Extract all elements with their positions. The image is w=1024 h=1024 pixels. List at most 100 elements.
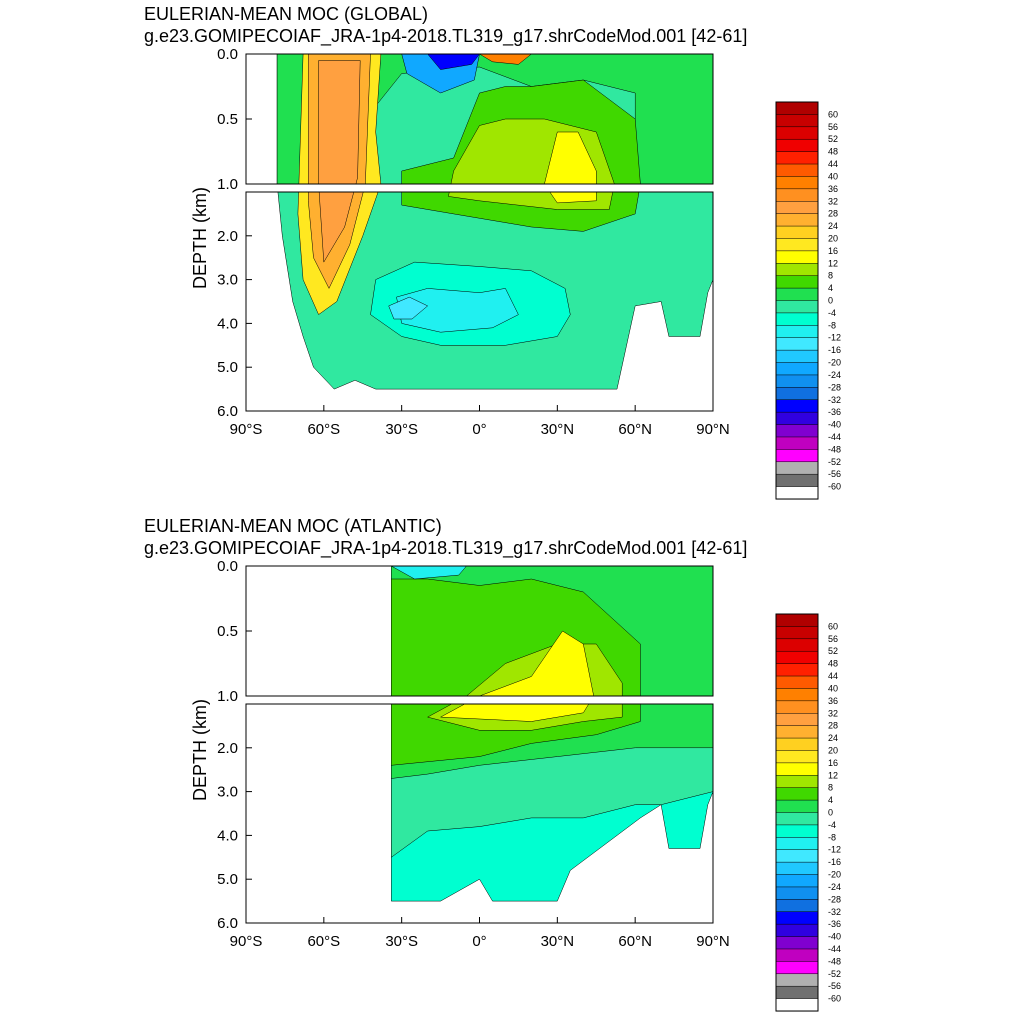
colorbar-label: -24 — [828, 370, 841, 380]
colorbar-swatch — [775, 936, 819, 950]
colorbar-label: -28 — [828, 894, 841, 904]
colorbar-swatch — [775, 663, 819, 677]
x-tick-label: 60°N — [618, 933, 652, 950]
colorbar-label: -16 — [828, 857, 841, 867]
contour-region — [388, 296, 429, 320]
y-tick-label: 0.5 — [217, 623, 238, 640]
colorbar-swatch — [775, 613, 819, 627]
colorbar-swatch — [775, 176, 819, 190]
colorbar-label: 56 — [828, 122, 838, 132]
colorbar-label: 20 — [828, 234, 838, 244]
colorbar-swatch — [775, 238, 819, 252]
colorbar-swatch — [775, 114, 819, 128]
colorbar-swatch — [775, 250, 819, 264]
y-tick-label: 0.5 — [217, 111, 238, 128]
colorbar-label: 8 — [828, 783, 833, 793]
colorbar-swatch — [775, 362, 819, 376]
contour-region — [396, 288, 519, 333]
colorbar-swatch — [775, 424, 819, 438]
colorbar-label: 16 — [828, 246, 838, 256]
y-tick-label: 6.0 — [217, 403, 238, 420]
chart-title: EULERIAN-MEAN MOC (GLOBAL) — [144, 4, 429, 24]
x-tick-label: 90°S — [230, 933, 263, 950]
y-axis-label: DEPTH (km) — [190, 187, 210, 289]
colorbar-swatch — [775, 387, 819, 401]
x-tick-label: 90°N — [696, 421, 730, 438]
colorbar-swatch — [775, 799, 819, 814]
colorbar-swatch — [775, 374, 819, 388]
colorbar-label: -36 — [828, 407, 841, 417]
colorbar-swatch — [775, 812, 819, 826]
colorbar-swatch — [775, 486, 819, 500]
axis-break — [244, 696, 715, 704]
colorbar-label: 4 — [828, 283, 833, 293]
colorbar-label: -32 — [828, 907, 841, 917]
colorbar-label: 44 — [828, 671, 838, 681]
colorbar-label: 32 — [828, 708, 838, 718]
y-tick-label: 3.0 — [217, 272, 238, 289]
colorbar-label: -44 — [828, 944, 841, 954]
colorbar-label: 12 — [828, 770, 838, 780]
colorbar-label: -12 — [828, 845, 841, 855]
colorbar-swatch — [775, 163, 819, 177]
colorbar-swatch — [775, 650, 819, 665]
colorbar-swatch — [775, 837, 819, 851]
colorbar-swatch — [775, 998, 819, 1012]
colorbar-swatch — [775, 201, 819, 215]
colorbar-label: -48 — [828, 444, 841, 454]
chart-title: EULERIAN-MEAN MOC (ATLANTIC) — [144, 516, 442, 536]
colorbar-label: -16 — [828, 345, 841, 355]
colorbar-label: -60 — [828, 482, 841, 492]
axis-break — [244, 184, 715, 192]
colorbar-swatch — [775, 188, 819, 202]
colorbar-label: -56 — [828, 981, 841, 991]
colorbar-label: -8 — [828, 832, 836, 842]
y-tick-label: 4.0 — [217, 315, 238, 332]
colorbar-label: 36 — [828, 184, 838, 194]
colorbar-swatch — [775, 849, 819, 863]
colorbar-swatch — [775, 973, 819, 987]
colorbar-label: 24 — [828, 221, 838, 231]
colorbar-label: 0 — [828, 296, 833, 306]
colorbar-label: -48 — [828, 956, 841, 966]
colorbar-label: 52 — [828, 646, 838, 656]
colorbar-label: 52 — [828, 134, 838, 144]
colorbar-label: 16 — [828, 758, 838, 768]
colorbar-swatch — [775, 775, 819, 789]
colorbar-swatch — [775, 337, 819, 351]
colorbar-swatch — [775, 473, 819, 488]
colorbar-label: -20 — [828, 358, 841, 368]
y-axis-label: DEPTH (km) — [190, 699, 210, 801]
x-tick-label: 60°S — [307, 933, 340, 950]
colorbar-swatch — [775, 411, 819, 426]
x-tick-label: 30°S — [385, 933, 418, 950]
colorbar-label: -12 — [828, 333, 841, 343]
atlantic-moc-panel: EULERIAN-MEAN MOC (ATLANTIC) g.e23.GOMIP… — [0, 512, 1024, 1024]
colorbar-label: 28 — [828, 721, 838, 731]
colorbar-label: 44 — [828, 159, 838, 169]
colorbar-swatch — [775, 225, 819, 240]
colorbar-swatch — [775, 923, 819, 938]
x-tick-label: 60°N — [618, 421, 652, 438]
x-tick-label: 30°N — [541, 933, 575, 950]
colorbar-label: -52 — [828, 457, 841, 467]
y-tick-label: 1.0 — [217, 688, 238, 705]
colorbar-swatch — [775, 787, 819, 801]
x-tick-label: 0° — [472, 933, 486, 950]
colorbar-label: -28 — [828, 382, 841, 392]
colorbar-swatch — [775, 824, 819, 838]
colorbar-swatch — [775, 138, 819, 153]
colorbar-swatch — [775, 886, 819, 900]
colorbar-label: 40 — [828, 683, 838, 693]
x-tick-label: 90°S — [230, 421, 263, 438]
colorbar-label: -56 — [828, 469, 841, 479]
colorbar-swatch — [775, 961, 819, 975]
colorbar-swatch — [775, 675, 819, 689]
colorbar-label: 12 — [828, 258, 838, 268]
colorbar-label: 4 — [828, 795, 833, 805]
colorbar-swatch — [775, 861, 819, 876]
colorbar-label: -60 — [828, 994, 841, 1004]
colorbar-label: -20 — [828, 870, 841, 880]
colorbar-label: -24 — [828, 882, 841, 892]
colorbar-swatch — [775, 349, 819, 364]
